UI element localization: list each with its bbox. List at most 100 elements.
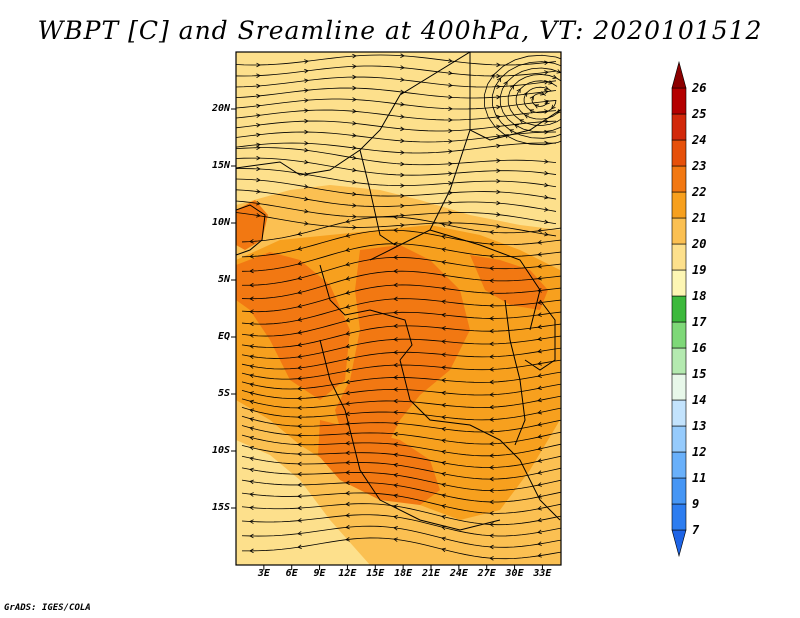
streamline-arrow (304, 108, 309, 113)
streamline-arrow (441, 299, 446, 305)
streamline-arrow (490, 73, 495, 79)
streamline-arrow (400, 223, 405, 228)
colorbar-level-label: 7 (692, 523, 700, 537)
streamline (236, 212, 557, 237)
streamline-arrow (448, 128, 453, 134)
streamline-arrow (345, 401, 350, 406)
streamline-arrow (569, 118, 573, 122)
streamline-arrow (489, 230, 494, 235)
streamline-arrow (393, 282, 398, 288)
streamline-arrow (516, 88, 521, 94)
streamline-arrow (575, 122, 579, 126)
border-line (236, 52, 471, 176)
streamline-arrow (249, 382, 254, 387)
streamline-arrow (537, 228, 542, 233)
wbpt-region-20-south (236, 440, 370, 565)
streamline-arrow (496, 143, 501, 149)
colorbar-upper-triangle (671, 60, 687, 89)
streamline (483, 54, 561, 146)
streamline-arrow (441, 247, 446, 252)
streamline-arrow (393, 431, 398, 437)
streamline-arrow (297, 231, 302, 236)
streamline-arrow (256, 155, 261, 161)
streamline-arrow (249, 519, 254, 524)
streamline-arrow (393, 473, 398, 478)
streamline-arrow (448, 161, 453, 167)
streamline (236, 131, 557, 143)
streamline-arrow (297, 442, 302, 447)
streamline-arrow (352, 97, 357, 102)
border-line (319, 264, 413, 361)
streamline-arrow (249, 391, 254, 396)
streamline-arrow (496, 212, 501, 217)
streamline-arrow (304, 129, 309, 135)
colorbar-swatch (671, 347, 687, 375)
streamline-arrow (537, 336, 542, 342)
streamline-arrow (393, 310, 398, 315)
streamline (236, 189, 557, 212)
streamline-arrow (400, 193, 405, 199)
streamline-arrow (256, 93, 261, 99)
streamline-arrow (249, 467, 254, 473)
streamline (241, 407, 561, 421)
border-line (399, 359, 561, 521)
streamline-arrow (345, 219, 350, 224)
streamline-arrow (352, 85, 357, 91)
streamline-arrow (489, 499, 494, 505)
streamline-arrow (441, 403, 446, 408)
streamline-arrow (496, 77, 502, 83)
streamline-arrow (352, 120, 357, 126)
streamline-arrow (249, 296, 254, 301)
streamline (236, 87, 557, 99)
lat-label: EQ (217, 331, 230, 342)
streamline-arrow (297, 461, 302, 467)
streamline-arrow (256, 166, 261, 172)
streamline-arrow (345, 233, 350, 238)
border-line (236, 204, 266, 256)
streamline-arrow (496, 124, 501, 129)
streamline (241, 298, 561, 325)
streamline-arrow (441, 339, 446, 344)
colorbar-level-label: 25 (692, 107, 707, 121)
streamline-arrow (345, 247, 350, 253)
streamline-arrow (489, 476, 494, 482)
streamline-arrow (529, 109, 534, 114)
colorbar-lower-triangle (671, 529, 687, 558)
streamline-arrow (249, 399, 254, 405)
streamline-arrow (345, 460, 350, 465)
streamline-arrow (352, 53, 357, 59)
streamline (491, 61, 561, 139)
colorbar-swatch (671, 321, 687, 349)
streamline-arrow (345, 356, 350, 361)
streamline-arrow (345, 480, 350, 485)
streamline-arrow (537, 397, 542, 403)
country-borders (236, 52, 561, 531)
streamline-arrow (393, 255, 398, 260)
streamline (236, 168, 557, 188)
streamline (241, 434, 561, 457)
colorbar-level-label: 15 (692, 367, 707, 381)
lon-label: 12E (338, 568, 357, 579)
streamline-arrow (352, 133, 357, 138)
streamline-arrow (537, 446, 542, 451)
streamline-arrow (448, 82, 453, 88)
streamline-arrow (256, 103, 261, 109)
streamline-arrow (352, 225, 357, 230)
streamline-arrow (249, 426, 254, 431)
streamline-arrow (352, 145, 357, 151)
streamline-arrow (441, 482, 446, 488)
border-line (359, 149, 396, 246)
streamline-arrow (441, 286, 446, 291)
streamline-arrow (393, 421, 398, 426)
streamline (531, 93, 549, 107)
wbpt-region-23-west (236, 252, 350, 400)
streamline-arrow (489, 453, 494, 458)
streamline-arrow (441, 471, 446, 477)
streamline (236, 157, 557, 176)
streamline-arrow (297, 396, 302, 401)
colorbar-level-label: 17 (692, 315, 707, 329)
colorbar-swatch (671, 477, 687, 505)
streamline-arrow (304, 159, 309, 165)
streamline-arrow (352, 155, 357, 160)
streamline (241, 503, 561, 526)
